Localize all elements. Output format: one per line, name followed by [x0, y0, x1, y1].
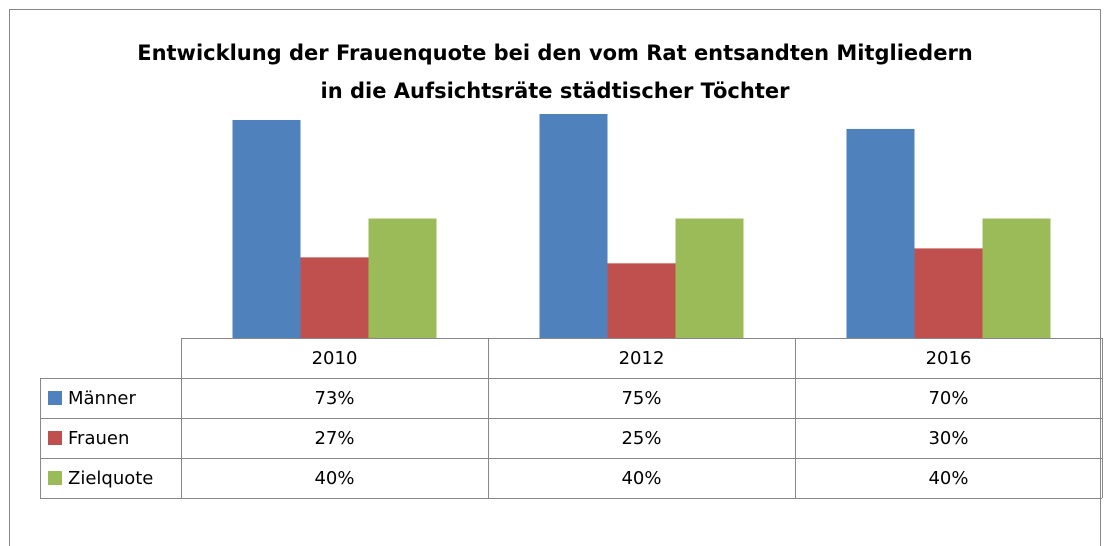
- data-label: 75%: [621, 388, 661, 409]
- data-label: 73%: [314, 388, 354, 409]
- bar: [607, 263, 676, 338]
- legend-swatch: [48, 471, 62, 485]
- bar: [914, 248, 983, 338]
- data-label: 25%: [621, 428, 661, 449]
- data-label: 30%: [928, 428, 968, 449]
- bar: [846, 128, 915, 338]
- data-label: 70%: [928, 388, 968, 409]
- data-label: 27%: [314, 428, 354, 449]
- legend-swatch: [48, 431, 62, 445]
- chart-title: Entwicklung der Frauenquote bei den vom …: [137, 41, 973, 103]
- legend-label: Zielquote: [68, 468, 153, 489]
- bar: [539, 114, 608, 338]
- data-label: 40%: [928, 468, 968, 489]
- x-tick-label: 2010: [312, 348, 358, 369]
- x-tick-label: 2016: [926, 348, 972, 369]
- data-label: 40%: [314, 468, 354, 489]
- legend-label: Männer: [68, 388, 136, 409]
- bar: [300, 257, 369, 338]
- bar: [232, 119, 301, 339]
- data-label: 40%: [621, 468, 661, 489]
- chart-border: [9, 9, 1101, 546]
- bar: [675, 218, 744, 338]
- legend-swatch: [48, 391, 62, 405]
- bar: [982, 218, 1051, 338]
- x-tick-label: 2012: [619, 348, 665, 369]
- legend-label: Frauen: [68, 428, 129, 449]
- bar: [368, 218, 437, 338]
